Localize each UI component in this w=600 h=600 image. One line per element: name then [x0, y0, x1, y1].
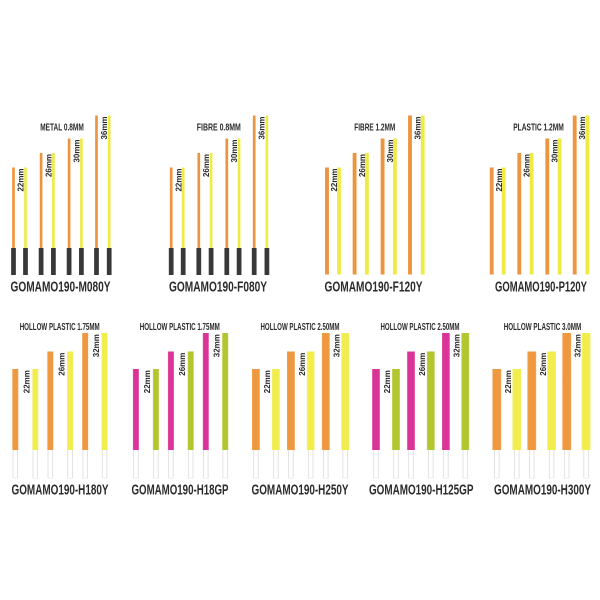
svg-text:22mm: 22mm — [262, 370, 272, 393]
svg-text:22mm: 22mm — [494, 169, 504, 192]
svg-text:GOMAMO190-H300Y: GOMAMO190-H300Y — [494, 482, 591, 498]
svg-text:22mm: 22mm — [329, 169, 339, 192]
svg-text:36mm: 36mm — [412, 117, 422, 140]
svg-text:36mm: 36mm — [577, 117, 587, 140]
svg-text:26mm: 26mm — [538, 353, 548, 376]
svg-text:30mm: 30mm — [385, 140, 395, 163]
svg-text:METAL 0.8MM: METAL 0.8MM — [40, 123, 84, 134]
svg-text:36mm: 36mm — [99, 117, 109, 140]
svg-text:GOMAMO190-H125GP: GOMAMO190-H125GP — [369, 482, 474, 498]
svg-text:GOMAMO190-H250Y: GOMAMO190-H250Y — [252, 482, 349, 498]
svg-text:GOMAMO190-H180Y: GOMAMO190-H180Y — [12, 482, 109, 498]
svg-text:26mm: 26mm — [522, 154, 532, 177]
svg-text:PLASTIC 1.2MM: PLASTIC 1.2MM — [513, 123, 564, 134]
svg-text:26mm: 26mm — [357, 154, 367, 177]
svg-text:HOLLOW PLASTIC 2.50MM: HOLLOW PLASTIC 2.50MM — [261, 322, 340, 333]
svg-text:30mm: 30mm — [71, 140, 81, 163]
svg-text:22mm: 22mm — [173, 169, 183, 192]
svg-text:HOLLOW PLASTIC 1.75MM: HOLLOW PLASTIC 1.75MM — [140, 322, 220, 333]
svg-text:22mm: 22mm — [142, 370, 152, 393]
svg-text:36mm: 36mm — [257, 117, 267, 140]
svg-text:26mm: 26mm — [297, 353, 307, 376]
svg-text:26mm: 26mm — [177, 353, 187, 376]
svg-text:GOMAMO190-F080Y: GOMAMO190-F080Y — [169, 279, 267, 295]
svg-text:GOMAMO190-H18GP: GOMAMO190-H18GP — [132, 482, 229, 498]
svg-text:HOLLOW PLASTIC 2.50MM: HOLLOW PLASTIC 2.50MM — [381, 322, 460, 333]
svg-text:HOLLOW PLASTIC 3.0MM: HOLLOW PLASTIC 3.0MM — [504, 322, 582, 333]
svg-text:30mm: 30mm — [550, 140, 560, 163]
svg-text:FIBRE 0.8MM: FIBRE 0.8MM — [197, 123, 241, 134]
svg-text:FIBRE 1.2MM: FIBRE 1.2MM — [354, 123, 395, 134]
svg-text:GOMAMO190-F120Y: GOMAMO190-F120Y — [325, 279, 423, 295]
svg-text:32mm: 32mm — [212, 334, 222, 357]
svg-text:26mm: 26mm — [201, 154, 211, 177]
svg-text:30mm: 30mm — [229, 140, 239, 163]
svg-text:HOLLOW PLASTIC 1.75MM: HOLLOW PLASTIC 1.75MM — [20, 322, 100, 333]
svg-text:32mm: 32mm — [452, 334, 462, 357]
svg-text:32mm: 32mm — [91, 334, 101, 357]
svg-text:22mm: 22mm — [382, 370, 392, 393]
svg-text:26mm: 26mm — [417, 353, 427, 376]
svg-text:32mm: 32mm — [573, 334, 583, 357]
svg-text:GOMAMO190-P120Y: GOMAMO190-P120Y — [495, 279, 587, 295]
svg-text:22mm: 22mm — [503, 370, 513, 393]
svg-text:GOMAMO190-M080Y: GOMAMO190-M080Y — [11, 279, 111, 295]
svg-text:22mm: 22mm — [21, 370, 31, 393]
svg-text:26mm: 26mm — [43, 154, 53, 177]
svg-text:32mm: 32mm — [332, 334, 342, 357]
svg-text:22mm: 22mm — [16, 169, 26, 192]
svg-text:26mm: 26mm — [56, 353, 66, 376]
